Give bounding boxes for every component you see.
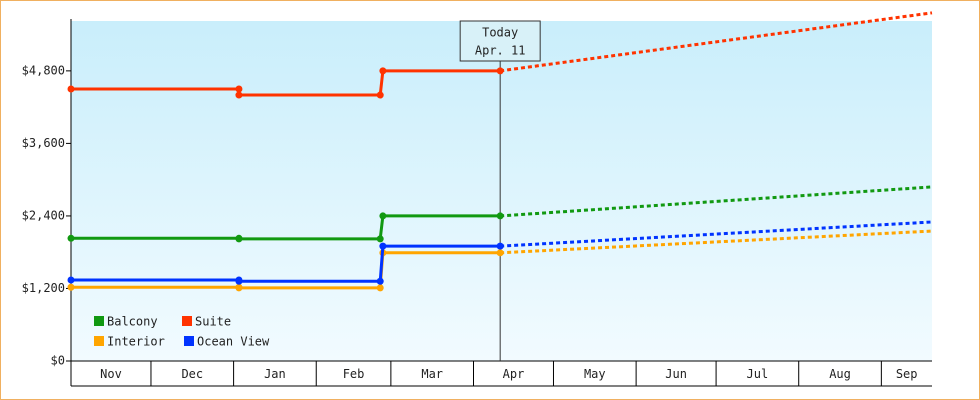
x-tick-label: Sep — [896, 367, 918, 381]
data-point — [379, 212, 387, 220]
y-tick-label: $4,800 — [22, 63, 65, 77]
series-line — [71, 214, 501, 241]
legend-label: Suite — [195, 315, 231, 329]
x-tick-label: Mar — [421, 367, 443, 381]
data-point — [235, 91, 243, 99]
data-point — [379, 242, 387, 250]
data-point — [67, 283, 75, 291]
legend-swatch — [94, 336, 104, 346]
legend-label: Balcony — [107, 315, 158, 329]
x-tick-label: Jul — [747, 367, 769, 381]
legend-swatch — [182, 316, 192, 326]
y-tick-label: $0 — [51, 354, 65, 368]
x-tick-label: Jun — [665, 367, 687, 381]
series-line — [71, 251, 501, 290]
data-point — [67, 234, 75, 242]
data-point — [376, 91, 384, 99]
data-point — [376, 284, 384, 292]
y-tick-label: $3,600 — [22, 136, 65, 150]
y-tick-label: $1,200 — [22, 281, 65, 295]
x-tick-label: May — [584, 367, 606, 381]
x-tick-label: Feb — [343, 367, 365, 381]
legend-swatch — [184, 336, 194, 346]
x-tick-label: Apr — [503, 367, 525, 381]
data-point — [235, 284, 243, 292]
x-tick-label: Aug — [829, 367, 851, 381]
projection-line — [499, 11, 933, 73]
data-point — [376, 235, 384, 243]
data-point — [496, 67, 504, 75]
today-box — [459, 20, 541, 62]
data-point — [376, 277, 384, 285]
plot-background — [71, 21, 932, 361]
legend-label: Ocean View — [197, 335, 270, 349]
projection-line — [500, 220, 933, 248]
data-point — [496, 212, 504, 220]
y-tick-label: $2,400 — [22, 208, 65, 222]
series-line — [71, 69, 501, 97]
projection-line — [500, 229, 933, 255]
data-point — [235, 85, 243, 93]
data-point — [496, 249, 504, 257]
data-point — [67, 276, 75, 284]
series-line — [71, 244, 501, 283]
today-date: Apr. 11 — [475, 44, 526, 58]
x-tick-label: Jan — [264, 367, 286, 381]
data-point — [235, 277, 243, 285]
today-label: Today — [482, 26, 518, 40]
legend-label: Interior — [107, 335, 165, 349]
data-point — [235, 235, 243, 243]
data-point — [496, 242, 504, 250]
x-tick-label: Dec — [181, 367, 203, 381]
projection-line — [500, 185, 933, 218]
x-tick-label: Nov — [100, 367, 122, 381]
data-point — [379, 67, 387, 75]
data-point — [67, 85, 75, 93]
legend-swatch — [94, 316, 104, 326]
